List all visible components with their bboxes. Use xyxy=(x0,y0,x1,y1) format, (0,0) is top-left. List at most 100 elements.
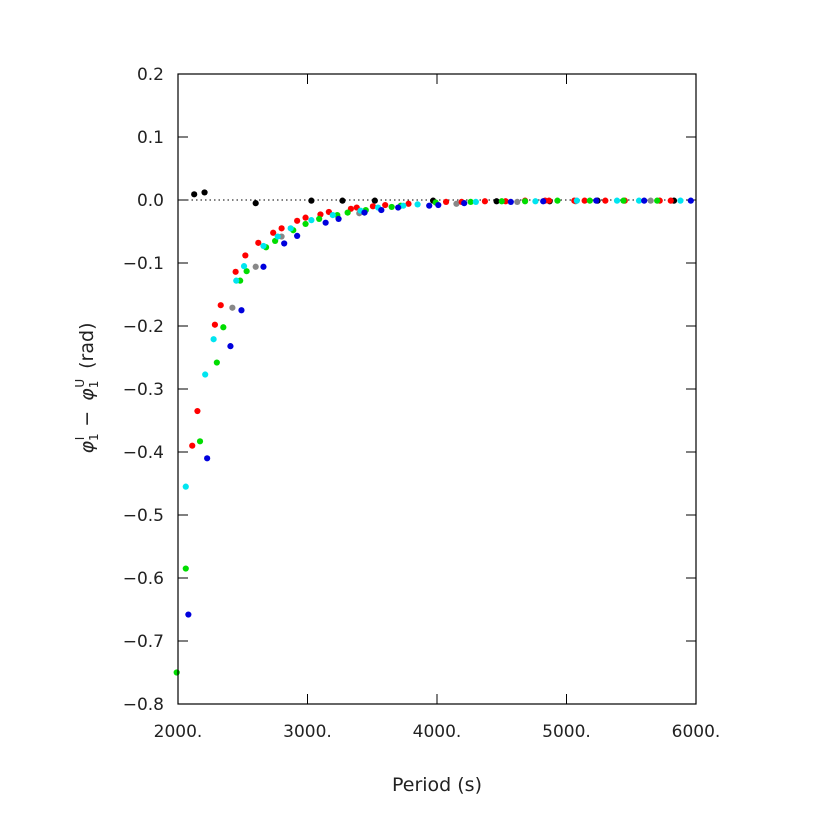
data-point xyxy=(182,565,189,572)
data-point xyxy=(540,198,547,205)
y-tick-label: 0.0 xyxy=(137,191,164,211)
data-point xyxy=(242,252,249,259)
data-point xyxy=(442,198,450,205)
data-point xyxy=(581,197,588,204)
data-point xyxy=(467,198,474,205)
plot-frame xyxy=(177,73,697,705)
data-point xyxy=(329,212,336,219)
data-point xyxy=(461,200,468,207)
data-point xyxy=(211,321,219,328)
data-point xyxy=(620,197,627,204)
data-point xyxy=(378,206,385,214)
data-point xyxy=(344,209,351,216)
data-point xyxy=(227,343,234,350)
data-point xyxy=(400,202,407,209)
data-point xyxy=(213,359,220,366)
data-point xyxy=(233,277,240,284)
data-point xyxy=(287,225,294,232)
y-tick-label: 0.1 xyxy=(137,128,164,148)
y-tick-label: −0.2 xyxy=(123,317,164,337)
data-point xyxy=(308,197,315,204)
data-point xyxy=(507,198,514,205)
plot-layer: 2000. 3000. 4000. 5000. 6000. −0.8 −0.7 −0.6 −0.… xyxy=(123,65,721,742)
data-point xyxy=(232,268,239,275)
y-axis-unit: (rad) xyxy=(76,323,98,369)
data-point xyxy=(322,219,329,226)
data-point xyxy=(371,197,378,204)
data-point xyxy=(382,201,389,209)
data-point xyxy=(586,197,593,204)
data-point xyxy=(453,200,460,207)
data-point xyxy=(302,214,309,221)
data-point xyxy=(270,229,277,236)
data-point xyxy=(294,232,301,240)
data-point xyxy=(481,198,489,205)
y-axis-subscript-a: 1 xyxy=(87,433,101,441)
data-point xyxy=(260,242,267,250)
data-point xyxy=(635,197,643,204)
data-point xyxy=(229,304,236,311)
data-point xyxy=(573,197,580,204)
x-axis-label: Period (s) xyxy=(392,774,482,796)
data-point xyxy=(641,197,648,204)
data-point xyxy=(498,198,505,205)
data-point xyxy=(238,307,245,314)
y-tick-label: −0.5 xyxy=(123,506,164,526)
y-axis-minus: − xyxy=(76,411,98,427)
data-point xyxy=(677,197,684,204)
data-point xyxy=(220,324,227,331)
data-point xyxy=(593,197,600,204)
data-point xyxy=(316,215,323,222)
data-point xyxy=(545,197,553,204)
y-tick-label: −0.3 xyxy=(123,380,164,400)
data-point xyxy=(472,198,479,205)
y-tick-label: −0.7 xyxy=(123,632,164,652)
data-point xyxy=(252,200,259,207)
y-tick-label: −0.1 xyxy=(123,254,164,274)
data-point xyxy=(278,225,285,232)
data-point xyxy=(339,197,346,204)
data-point xyxy=(260,263,267,270)
data-point xyxy=(554,197,561,204)
data-point xyxy=(185,611,192,618)
data-point xyxy=(361,209,368,216)
data-point xyxy=(196,438,204,445)
data-point xyxy=(173,669,180,676)
y-axis-symbol-b: φ xyxy=(76,388,98,401)
data-point xyxy=(191,191,198,198)
y-axis-symbol-a: φ xyxy=(76,440,98,453)
data-point xyxy=(426,202,433,209)
data-point xyxy=(182,483,189,490)
y-axis-label: φ1I−φ1U(rad) xyxy=(73,323,101,454)
x-tick-label: 3000. xyxy=(283,722,332,742)
y-axis-superscript-a: I xyxy=(73,437,87,441)
data-point xyxy=(435,201,442,209)
data-point xyxy=(202,371,209,378)
y-axis-superscript-b: U xyxy=(73,379,87,388)
data-point xyxy=(201,189,208,196)
data-point xyxy=(521,198,529,205)
data-point xyxy=(281,240,288,247)
x-tick-label: 2000. xyxy=(154,722,203,742)
data-point xyxy=(335,215,342,222)
data-point xyxy=(252,263,259,270)
data-point xyxy=(369,203,376,210)
data-point xyxy=(532,198,539,205)
data-point xyxy=(514,198,521,205)
y-tick-label: 0.2 xyxy=(137,65,164,85)
data-point xyxy=(217,302,224,309)
data-point xyxy=(388,203,395,211)
y-axis-subscript-b: 1 xyxy=(87,381,101,389)
data-point xyxy=(194,407,201,415)
x-tick-label: 4000. xyxy=(413,722,462,742)
data-point xyxy=(294,217,301,224)
data-point xyxy=(302,220,309,228)
data-point xyxy=(414,201,421,208)
data-point xyxy=(654,197,661,204)
data-point xyxy=(667,197,674,204)
data-point xyxy=(405,200,412,207)
y-tick-label: −0.4 xyxy=(123,443,164,463)
data-point xyxy=(687,197,694,204)
